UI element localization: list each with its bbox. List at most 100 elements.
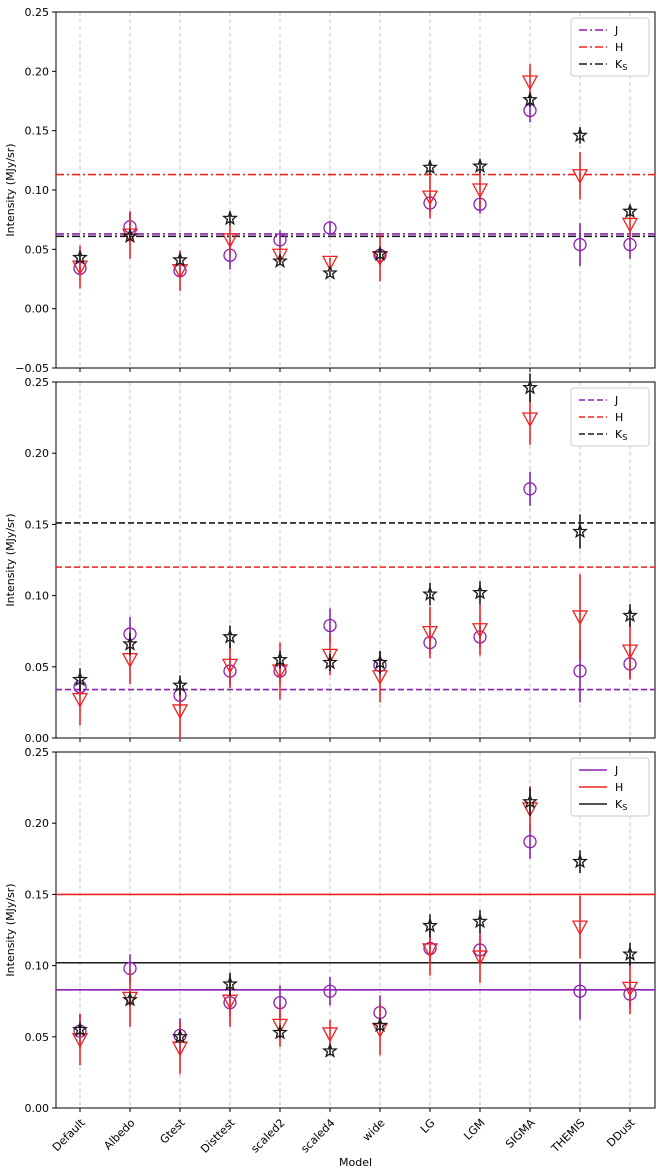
y-tick-label: 0.15 [25,518,50,531]
y-tick-label: 0.05 [25,243,50,256]
point-J [573,664,587,678]
point-K [472,913,488,929]
point-K [122,991,138,1007]
panel-3: 0.00 0.05 0.10 0.15 0.20 0.25 Intensity (MJy/s… [4,746,656,1115]
y-tick-label: 0.10 [25,960,50,973]
legend-label-H: H [615,411,623,424]
x-tick-label: Gtest [157,1116,188,1147]
point-H [471,183,489,199]
y-tick-label: 0.25 [25,746,50,759]
y-tick-label: 0.20 [25,65,50,78]
point-J [323,221,337,235]
point-K [522,91,538,107]
point-H [221,233,239,249]
x-tick-label: Default [50,1116,88,1154]
y-tick-label: 0.25 [25,376,50,389]
point-H [321,1027,339,1043]
point-K [222,628,238,644]
y-tick-label: 0.20 [25,817,50,830]
point-H [71,692,89,708]
plot-frame [55,11,656,369]
point-K [222,210,238,226]
point-K [272,1024,288,1040]
y-tick-label: 0.05 [25,1031,50,1044]
point-K [422,585,438,601]
legend-label-J: J [614,764,618,777]
legend-box [570,387,650,447]
x-tick-label: Albedo [101,1116,137,1152]
point-K [622,202,638,219]
y-tick-label: 0.00 [25,732,50,745]
legend-label-J: J [614,24,618,37]
point-H [471,950,489,966]
point-K [522,793,538,809]
x-tick-label: wide [360,1116,388,1144]
point-J [573,237,587,252]
y-tick-label: 0.15 [25,888,50,901]
point-H [271,1018,289,1034]
point-H [221,658,239,674]
point-H [471,623,489,639]
point-K [622,607,638,623]
legend-label-subscript: S [622,433,627,442]
x-tick-label: scaled4 [298,1116,337,1155]
plot-frame [55,381,656,739]
point-J [523,482,537,496]
point-K [322,264,338,280]
point-H [621,644,639,660]
point-H [521,75,539,91]
point-K [522,379,538,395]
y-axis-label: Intensity (MJy/sr) [4,513,17,606]
point-H [571,610,589,626]
point-H [421,625,439,641]
point-K [572,127,588,143]
point-K [172,676,188,693]
y-axis-label: Intensity (MJy/sr) [4,883,17,976]
point-K [422,159,438,175]
point-K [372,1017,388,1033]
point-K [122,635,138,651]
point-K [572,853,588,869]
legend-label-J: J [614,394,618,407]
point-H [621,981,639,997]
y-axis-label: Intensity (MJy/sr) [4,143,17,236]
point-K [272,252,288,268]
plot-frame [55,751,656,1109]
x-tick-label: Disttest [198,1116,238,1156]
point-K [322,1042,338,1058]
point-H [521,412,539,428]
point-H [271,248,289,264]
point-K [572,523,588,539]
x-tick-label: SIGMA [503,1116,538,1151]
legend-label-H: H [615,41,623,54]
legend-label-H: H [615,781,623,794]
legend-box [570,17,650,77]
point-J [573,984,587,998]
point-K [72,1021,88,1037]
point-K [372,654,388,670]
point-K [122,227,138,244]
point-K [222,975,238,991]
point-K [72,671,88,687]
x-tick-label: LG [418,1116,438,1136]
point-J [523,835,537,849]
point-H [171,704,189,720]
point-J [323,618,337,633]
point-K [172,251,188,267]
y-tick-label: 0.20 [25,447,50,460]
point-J [323,984,337,998]
panel-2: 0.00 0.05 0.10 0.15 0.20 0.25 Intensity (MJy/s… [4,373,656,745]
point-K [322,654,338,670]
point-H [421,943,439,959]
point-H [421,190,439,206]
legend-box [570,757,650,817]
y-tick-label: 0.10 [25,590,50,603]
y-tick-label: 0.10 [25,184,50,197]
point-K [272,651,288,667]
legend-label-subscript: S [622,803,627,812]
